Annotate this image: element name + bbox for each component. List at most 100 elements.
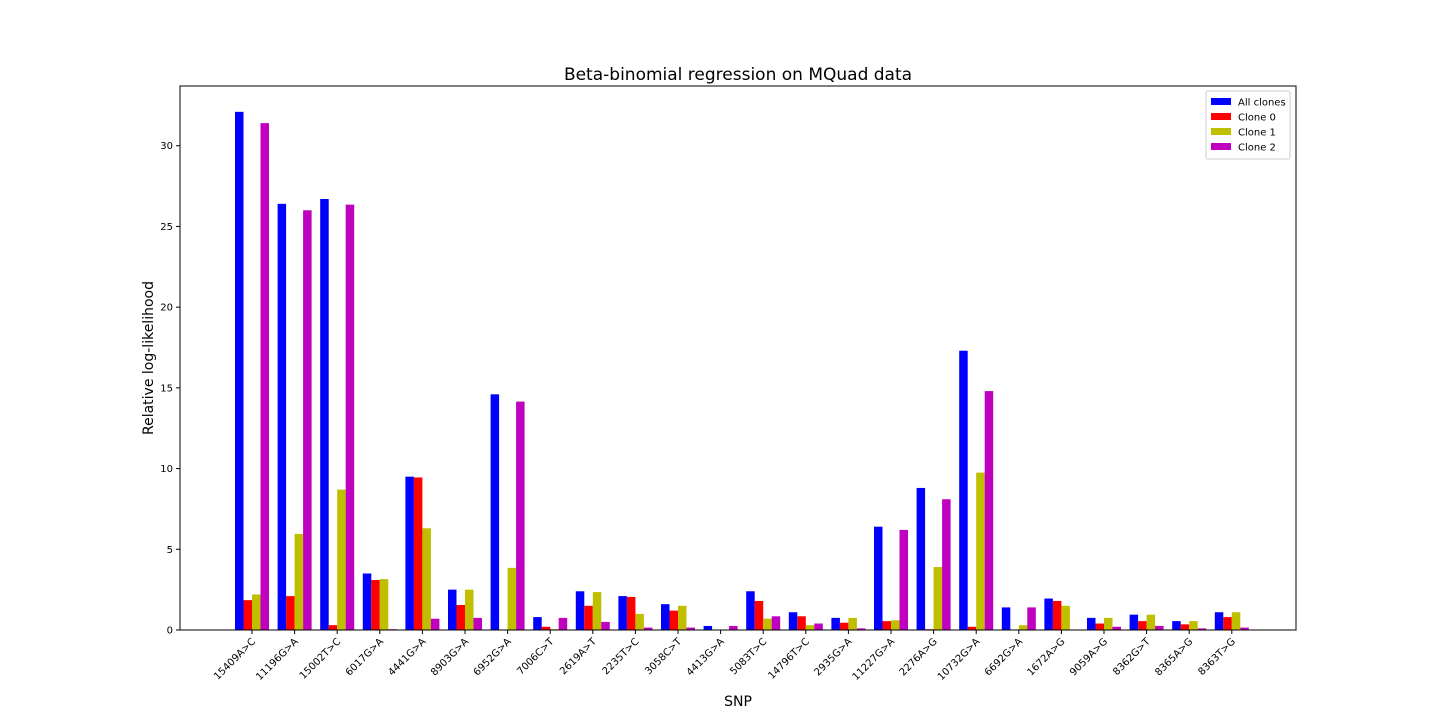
x-tick-label: 11227G>A (851, 636, 898, 683)
x-tick-label: 2619A>T (558, 636, 599, 677)
bar-clone-1-3 (379, 579, 389, 630)
x-tick-label: 2235T>C (601, 636, 642, 677)
bar-all-clones-12 (746, 591, 755, 630)
bar-all-clones-1 (277, 203, 287, 630)
x-tick-label: 2276A>G (898, 636, 940, 678)
y-tick-label: 15 (160, 383, 173, 394)
x-tick-label: 6952G>A (472, 636, 514, 678)
legend-swatch (1211, 128, 1231, 135)
y-tick-label: 0 (167, 626, 173, 637)
legend-swatch (1211, 143, 1231, 150)
bar-all-clones-17 (959, 350, 968, 630)
bar-all-clones-8 (575, 591, 585, 630)
bar-clone-2-6 (516, 401, 525, 630)
bar-clone-1-0 (252, 594, 261, 630)
y-tick-label: 10 (160, 464, 173, 475)
bar-all-clones-6 (490, 394, 500, 630)
bar-clone-0-12 (754, 600, 764, 630)
x-tick-label: 2935G>A (813, 636, 855, 678)
x-tick-label: 8365A>G (1153, 636, 1195, 678)
y-tick-label: 5 (167, 545, 173, 556)
bar-clone-1-17 (976, 472, 985, 630)
x-tick-label: 6692G>A (983, 636, 1025, 678)
bar-all-clones-18 (1001, 607, 1011, 630)
bar-clone-1-1 (294, 533, 304, 630)
bar-clone-1-19 (1061, 605, 1070, 630)
bar-clone-1-18 (1018, 625, 1028, 630)
bar-all-clones-4 (405, 476, 414, 630)
bar-all-clones-10 (661, 604, 670, 630)
bar-all-clones-14 (831, 617, 840, 630)
bar-clone-0-5 (456, 604, 465, 630)
x-tick-label: 7006C>T (515, 636, 557, 678)
bar-clone-1-8 (592, 592, 602, 630)
bar-clone-2-11 (729, 625, 738, 630)
bar-clone-2-21 (1155, 625, 1164, 630)
bar-clone-0-8 (584, 605, 593, 630)
bar-clone-1-23 (1231, 612, 1241, 630)
bar-clone-1-2 (337, 489, 346, 630)
x-tick-label: 6017G>A (344, 636, 386, 678)
bar-clone-0-13 (797, 616, 806, 630)
bar-clone-1-22 (1189, 621, 1198, 630)
bar-clone-0-20 (1095, 623, 1104, 630)
bar-clone-0-2 (328, 625, 338, 630)
x-tick-label: 8362G>T (1111, 636, 1153, 678)
bar-clone-0-4 (413, 477, 423, 630)
x-axis-label: SNP (724, 694, 752, 710)
bar-clone-0-7 (541, 626, 551, 630)
x-tick-label: 4413G>A (685, 636, 727, 678)
x-tick-label: 8363T>G (1196, 636, 1237, 677)
bar-clone-0-1 (286, 596, 295, 630)
x-tick-label: 11196G>A (254, 636, 301, 683)
bar-clone-0-3 (371, 579, 380, 630)
bar-clone-1-9 (635, 613, 644, 630)
y-tick-label: 25 (160, 222, 173, 233)
bar-clone-0-23 (1223, 617, 1232, 630)
x-tick-label: 15002T>C (298, 636, 343, 681)
bar-clone-2-10 (686, 627, 695, 630)
bar-clone-2-2 (345, 204, 355, 630)
x-tick-label: 9059A>G (1068, 636, 1110, 678)
bar-clone-1-14 (848, 617, 857, 630)
plot-frame (179, 85, 1297, 631)
bar-clone-0-22 (1180, 624, 1190, 630)
bar-clone-0-15 (882, 621, 891, 630)
legend-label: All clones (1238, 98, 1286, 109)
bar-all-clones-23 (1214, 612, 1224, 630)
bar-all-clones-21 (1129, 614, 1139, 630)
bar-clone-2-5 (473, 617, 482, 630)
bar-clone-2-23 (1240, 627, 1249, 630)
bar-clone-1-16 (933, 567, 943, 630)
bar-clone-2-8 (601, 621, 610, 630)
bar-all-clones-22 (1172, 621, 1181, 630)
bar-clone-0-21 (1138, 621, 1147, 630)
bar-clone-0-10 (669, 610, 678, 630)
bar-clone-1-10 (678, 605, 687, 630)
bar-all-clones-7 (533, 617, 542, 630)
bar-clone-2-14 (856, 628, 866, 630)
y-tick-label: 20 (160, 303, 173, 314)
legend-label: Clone 1 (1238, 128, 1276, 139)
x-tick-label: 10732G>A (936, 636, 983, 683)
bar-clone-1-6 (507, 567, 517, 630)
bar-clone-0-14 (839, 622, 849, 630)
bar-all-clones-19 (1044, 598, 1053, 630)
y-axis: 0 5 10 15 20 25 30 (160, 141, 180, 637)
bar-all-clones-3 (362, 573, 372, 630)
bar-clone-0-17 (967, 626, 977, 630)
legend-swatch (1211, 113, 1231, 120)
bar-all-clones-15 (874, 526, 883, 630)
x-tick-label: 5083T>C (728, 636, 769, 677)
legend: All clones Clone 0 Clone 1 Clone 2 (1205, 90, 1291, 160)
x-tick-label: 3058C>T (643, 636, 685, 678)
chart-title: Beta-binomial regression on MQuad data (564, 65, 912, 85)
bar-clone-0-19 (1052, 600, 1062, 630)
x-tick-label: 14796T>C (766, 636, 811, 681)
bar-all-clones-5 (448, 589, 457, 630)
bar-clone-2-15 (899, 529, 908, 630)
bar-clone-2-13 (814, 623, 823, 630)
bar-clone-2-18 (1027, 607, 1036, 630)
bar-clone-0-9 (626, 596, 636, 630)
